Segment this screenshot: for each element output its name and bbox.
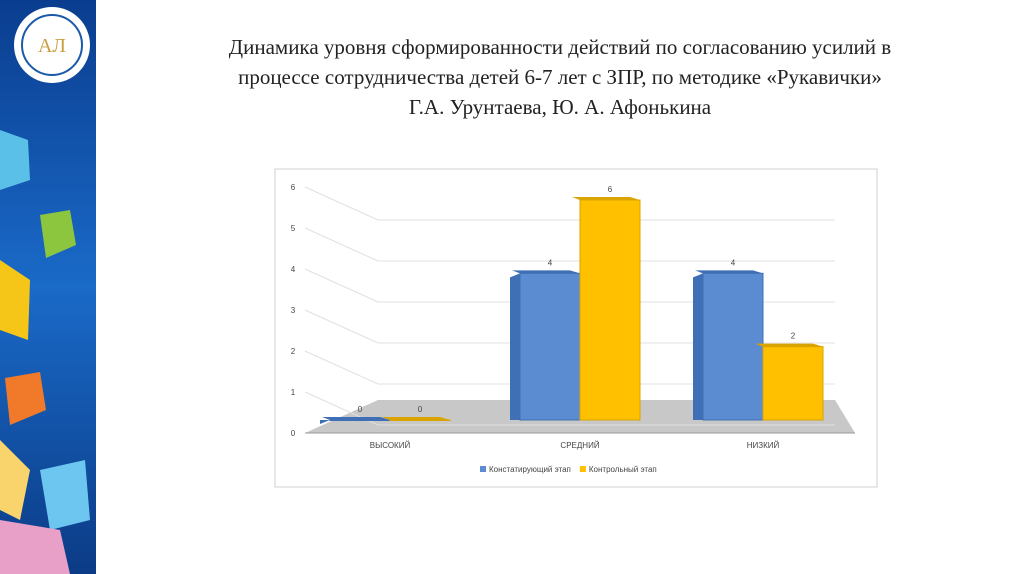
grid-line [304, 391, 835, 426]
x-tick-label: НИЗКИЙ [747, 441, 780, 450]
grid-line [304, 186, 835, 221]
bar [762, 346, 824, 421]
legend-swatch [579, 466, 586, 472]
title-line: Г.А. Урунтаева, Ю. А. Афонькина [409, 95, 712, 119]
y-tick-label: 5 [291, 224, 296, 233]
y-tick-label: 2 [291, 347, 296, 356]
y-tick-label: 3 [291, 306, 296, 315]
bar [519, 272, 581, 421]
y-tick-label: 6 [291, 183, 296, 192]
title-line: процессе сотрудничества детей 6-7 лет с … [238, 65, 882, 89]
bar-top [382, 417, 450, 420]
bar [329, 419, 391, 421]
legend-label: Контрольный этап [589, 465, 657, 474]
data-label: 0 [418, 405, 423, 414]
x-tick-label: СРЕДНИЙ [560, 441, 599, 450]
x-tick-label: ВЫСОКИЙ [370, 441, 411, 450]
bar [579, 199, 641, 421]
grid-line [304, 268, 835, 303]
data-label: 2 [791, 332, 796, 341]
decor-cubes [0, 130, 90, 574]
title-line: Динамика уровня сформированности действи… [229, 35, 892, 59]
bar-side [693, 273, 703, 420]
legend-swatch [480, 466, 486, 472]
bar-top [322, 417, 390, 420]
bar-top [572, 197, 640, 200]
y-tick-label: 1 [291, 388, 296, 397]
bar-side [320, 420, 330, 424]
grid-line [304, 227, 835, 262]
y-tick-label: 0 [291, 429, 296, 438]
svg-text:АЛ: АЛ [38, 35, 66, 57]
bar-top [512, 270, 580, 274]
y-tick-label: 4 [291, 265, 296, 274]
data-label: 6 [608, 185, 613, 194]
bar-top [755, 343, 823, 347]
bar-side [510, 273, 520, 420]
bar [702, 272, 764, 421]
grid-line [304, 309, 835, 344]
data-label: 4 [548, 258, 553, 267]
grid-line [304, 350, 835, 385]
bar-top [695, 270, 763, 274]
data-label: 0 [358, 405, 363, 414]
legend-label: Констатирующий этап [489, 465, 571, 474]
data-label: 4 [731, 258, 736, 267]
bar [389, 419, 451, 421]
logo: АЛ [14, 7, 90, 83]
